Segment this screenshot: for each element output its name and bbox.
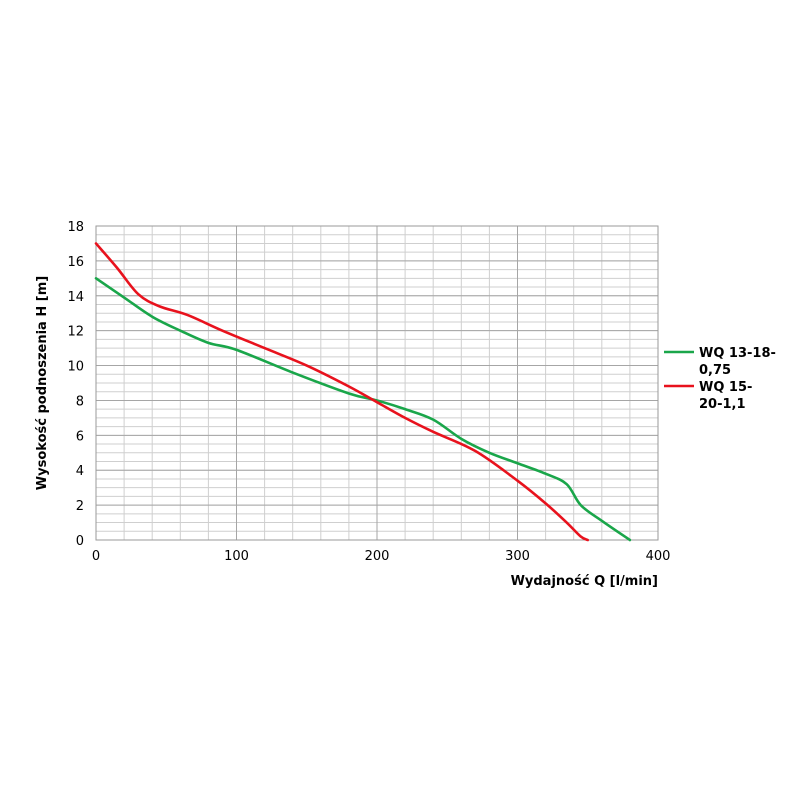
x-tick-label: 400 xyxy=(646,549,671,564)
x-tick-label: 100 xyxy=(224,549,249,564)
legend-label-line: 20-1,1 xyxy=(699,397,746,412)
x-axis-ticks: 0 100 200 300 400 xyxy=(92,549,671,564)
legend-label-line: WQ 13-18- xyxy=(699,346,776,361)
x-tick-label: 0 xyxy=(92,549,100,564)
legend-label-line: 0,75 xyxy=(699,363,731,378)
series-line-1 xyxy=(94,277,632,542)
series-line-2 xyxy=(94,242,590,542)
y-axis-label: Wysokość podnoszenia H [m] xyxy=(35,276,50,490)
legend-label-line: WQ 15- xyxy=(699,380,752,395)
y-tick-label: 0 xyxy=(76,534,84,549)
plot-frame xyxy=(95,225,659,541)
legend-label-2: WQ 15- 20-1,1 xyxy=(699,380,752,412)
series-layer xyxy=(94,242,632,542)
y-tick-label: 18 xyxy=(67,220,84,235)
y-tick-label: 12 xyxy=(67,325,84,340)
y-tick-label: 14 xyxy=(67,290,84,305)
legend-label-1: WQ 13-18- 0,75 xyxy=(699,346,776,378)
y-tick-label: 4 xyxy=(76,464,84,479)
y-axis-ticks: 0 2 4 6 8 10 12 14 16 18 xyxy=(67,220,84,549)
x-tick-label: 300 xyxy=(505,549,530,564)
legend: WQ 13-18- 0,75 WQ 15- 20-1,1 xyxy=(664,346,776,412)
y-tick-label: 10 xyxy=(67,360,84,375)
x-axis-label: Wydajność Q [l/min] xyxy=(511,574,658,589)
y-tick-label: 2 xyxy=(76,499,84,514)
y-tick-label: 6 xyxy=(76,429,84,444)
y-tick-label: 8 xyxy=(76,394,84,409)
x-tick-label: 200 xyxy=(365,549,390,564)
y-tick-label: 16 xyxy=(67,255,84,270)
